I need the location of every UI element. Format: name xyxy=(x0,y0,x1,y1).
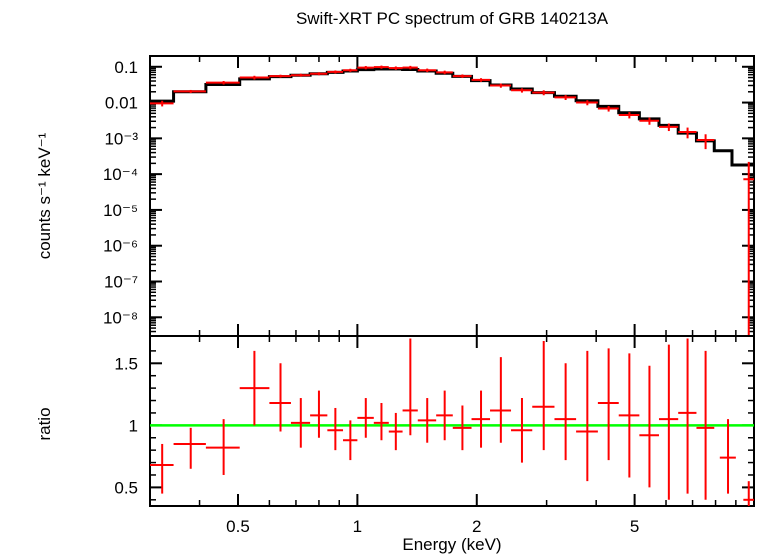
ratio-point-29 xyxy=(743,481,754,506)
x-tick-label-1: 1 xyxy=(353,517,362,536)
ratio-point-15 xyxy=(452,405,472,451)
spectrum-point-11 xyxy=(388,66,403,70)
spectrum-point-26 xyxy=(678,127,697,139)
ratio-point-2 xyxy=(205,419,240,475)
spectrum-point-2 xyxy=(205,81,240,85)
spectrum-y-tick-label-2: 10⁻³ xyxy=(104,129,138,148)
ratio-point-16 xyxy=(471,390,491,448)
ratio-point-19 xyxy=(532,340,555,451)
bottom-y-axis-label: ratio xyxy=(35,407,54,440)
ratio-point-1 xyxy=(173,427,206,469)
spectrum-point-5 xyxy=(290,73,311,77)
ratio-point-26 xyxy=(678,338,697,494)
ratio-point-0 xyxy=(150,443,174,494)
spectrum-point-23 xyxy=(618,112,640,119)
spectrum-point-19 xyxy=(532,90,555,96)
spectrum-point-1 xyxy=(173,89,206,93)
ratio-point-6 xyxy=(310,390,328,438)
ratio-point-14 xyxy=(436,390,453,441)
ratio-y-tick-label-1: 1 xyxy=(129,416,138,435)
spectrum-y-tick-label-6: 10⁻⁷ xyxy=(104,272,138,291)
spectrum-point-8 xyxy=(343,68,358,72)
ratio-point-8 xyxy=(343,420,358,461)
x-tick-label-2: 2 xyxy=(472,517,481,536)
ratio-point-7 xyxy=(327,407,344,451)
spectrum-point-0 xyxy=(150,100,174,107)
spectrum-y-tick-label-0: 0.1 xyxy=(114,58,138,77)
ratio-point-13 xyxy=(417,398,437,443)
ratio-panel: 0.5 1 1.5 0.5 1 2 5 xyxy=(114,335,755,536)
spectrum-point-22 xyxy=(597,106,619,112)
ratio-point-23 xyxy=(618,353,640,478)
spectrum-point-21 xyxy=(576,100,598,106)
spectrum-panel-frame xyxy=(149,55,755,337)
ratio-y-tick-label-2: 1.5 xyxy=(114,354,138,373)
ratio-point-25 xyxy=(658,344,679,500)
ratio-point-12 xyxy=(402,338,418,436)
chart-title: Swift-XRT PC spectrum of GRB 140213A xyxy=(296,9,609,28)
ratio-point-20 xyxy=(554,363,577,461)
spectrum-point-15 xyxy=(452,74,472,78)
spectrum-point-25 xyxy=(658,123,679,132)
spectrum-point-4 xyxy=(269,74,291,78)
spectrum-y-tick-label-3: 10⁻⁴ xyxy=(103,165,138,184)
ratio-point-11 xyxy=(388,412,403,451)
x-axis-label: Energy (keV) xyxy=(402,535,501,554)
spectrum-point-27 xyxy=(696,134,715,150)
ratio-point-22 xyxy=(597,348,619,461)
spectrum-point-12 xyxy=(402,65,418,70)
ratio-point-21 xyxy=(576,350,598,482)
ratio-panel-frame xyxy=(149,335,755,507)
ratio-y-tick-label-0: 0.5 xyxy=(114,478,138,497)
spectrum-point-14 xyxy=(436,70,453,75)
x-tick-label-3: 5 xyxy=(630,517,639,536)
ratio-point-18 xyxy=(511,398,533,463)
spectrum-y-tick-label-5: 10⁻⁶ xyxy=(103,237,138,256)
ratio-point-3 xyxy=(239,350,270,426)
spectrum-point-16 xyxy=(471,78,491,82)
ratio-point-9 xyxy=(357,398,374,438)
spectrum-y-tick-label-7: 10⁻⁸ xyxy=(103,308,138,327)
spectrum-point-20 xyxy=(554,95,577,100)
spectrum-point-7 xyxy=(327,70,344,74)
spectrum-point-18 xyxy=(511,88,533,93)
x-tick-label-0: 0.5 xyxy=(226,517,250,536)
spectrum-point-6 xyxy=(310,72,328,76)
spectrum-point-28 xyxy=(743,161,754,336)
ratio-point-28 xyxy=(719,419,736,494)
spectrum-y-tick-label-4: 10⁻⁵ xyxy=(103,201,138,220)
ratio-point-10 xyxy=(373,403,389,441)
ratio-point-5 xyxy=(290,398,311,448)
spectrum-point-24 xyxy=(639,117,659,125)
spectrum-panel: 0.1 0.01 10⁻³ 10⁻⁴ 10⁻⁵ 10⁻⁶ 10⁻⁷ 10⁻⁸ xyxy=(103,55,755,337)
ratio-point-24 xyxy=(639,365,659,488)
ratio-point-4 xyxy=(269,363,291,432)
spectrum-point-9 xyxy=(357,66,374,70)
spectrum-point-10 xyxy=(373,65,389,69)
ratio-point-17 xyxy=(490,357,512,443)
spectrum-point-3 xyxy=(239,75,270,80)
ratio-point-27 xyxy=(696,350,715,500)
model-step-line xyxy=(150,67,754,167)
spectrum-point-17 xyxy=(490,83,512,88)
spectrum-y-tick-label-1: 0.01 xyxy=(105,94,138,113)
top-y-axis-label: counts s⁻¹ keV⁻¹ xyxy=(35,132,54,259)
spectrum-point-13 xyxy=(417,68,437,73)
